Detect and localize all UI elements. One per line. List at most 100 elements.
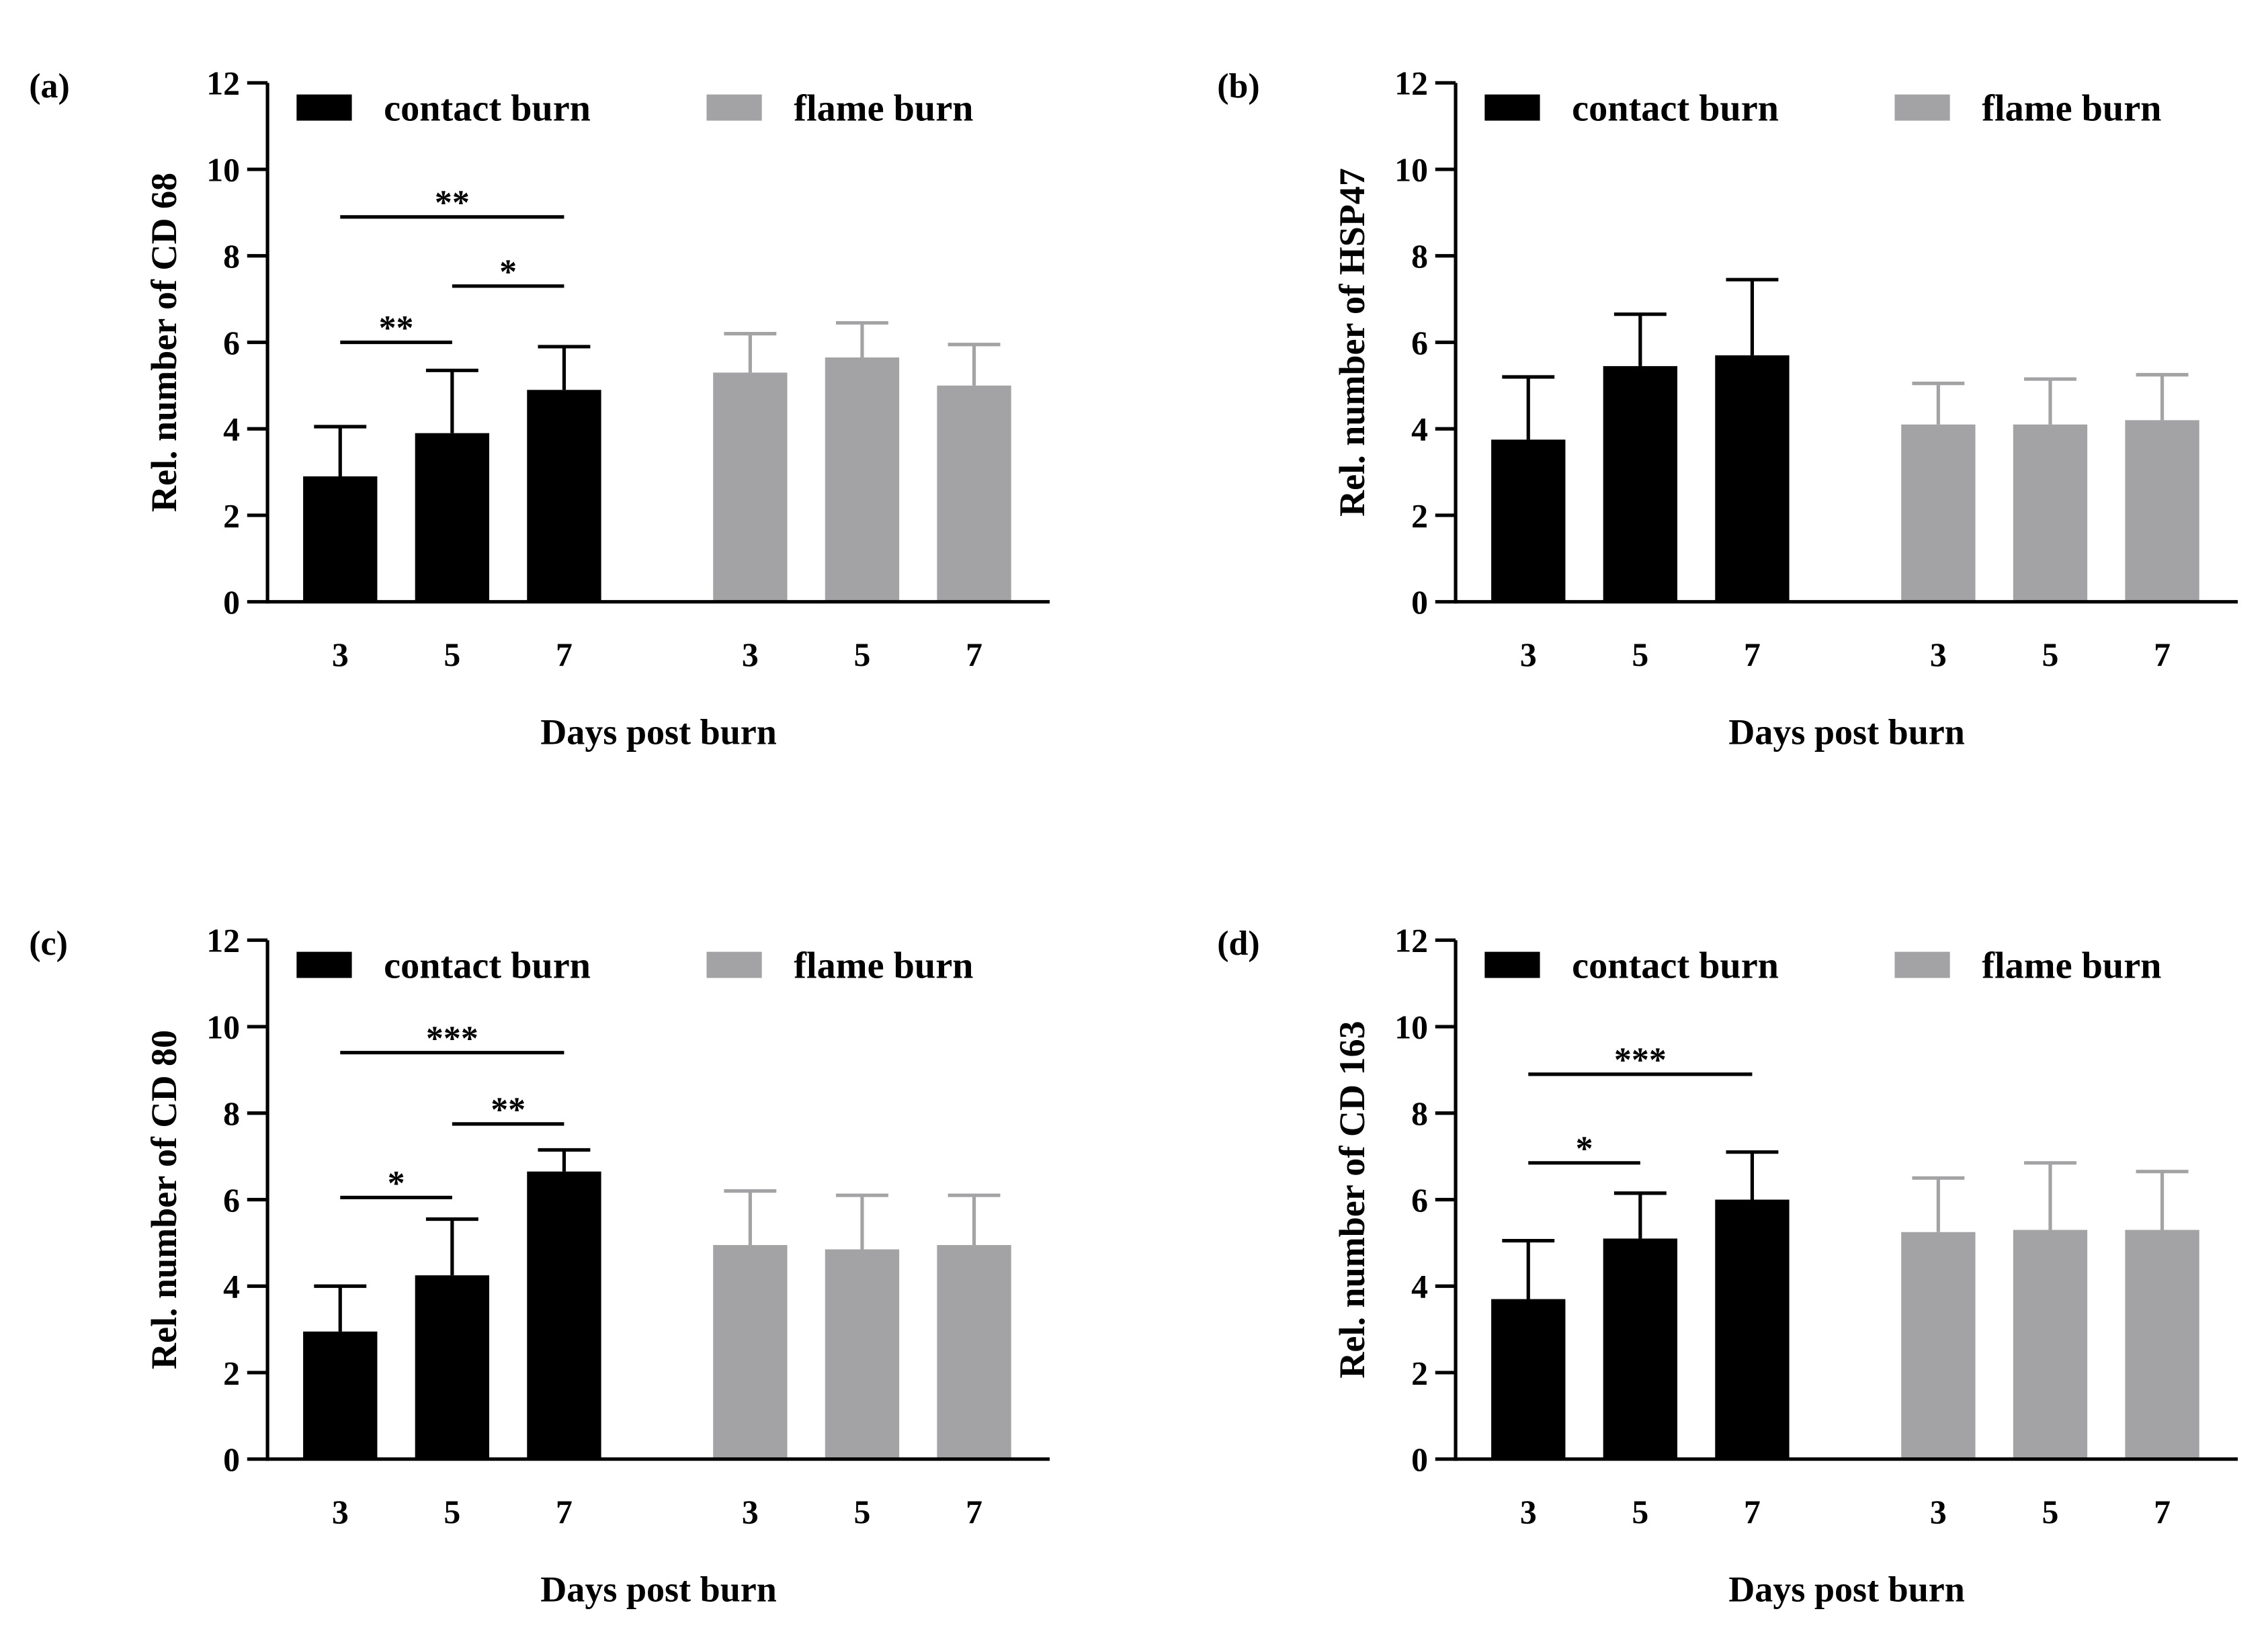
- significance-label: ***: [426, 1019, 478, 1058]
- chart-panel-c: (c) Rel. number of CD 80 Days post burn 0 2 4…: [29, 922, 1050, 1610]
- y-tick-label: 0: [1411, 1441, 1428, 1478]
- x-tick-label: 3: [332, 636, 349, 673]
- x-tick-label: 3: [332, 1494, 349, 1531]
- x-axis-label: Days post burn: [1728, 712, 1965, 752]
- x-tick-label: 3: [742, 636, 759, 673]
- bar-flame-day-7: [2125, 1230, 2199, 1459]
- y-tick-label: 4: [223, 411, 240, 448]
- x-tick-label: 3: [742, 1494, 759, 1531]
- bar-contact-day-7: [1715, 1199, 1790, 1459]
- significance-label: *: [1576, 1129, 1593, 1168]
- y-tick-label: 8: [223, 238, 240, 275]
- bar-contact-day-5: [415, 433, 490, 602]
- panel-label: (a): [29, 67, 70, 105]
- bar-flame-day-3: [1901, 424, 1976, 602]
- significance-label: ***: [1614, 1041, 1667, 1080]
- x-tick-label: 7: [2154, 636, 2171, 673]
- y-tick-label: 8: [223, 1095, 240, 1132]
- bar-contact-day-3: [1491, 439, 1566, 602]
- legend-swatch-contact: [296, 951, 352, 978]
- x-tick-label: 7: [556, 1494, 573, 1531]
- x-tick-label: 7: [556, 636, 573, 673]
- x-tick-label: 7: [1744, 636, 1761, 673]
- x-axis-label: Days post burn: [1728, 1570, 1965, 1610]
- legend-swatch-contact: [1484, 951, 1540, 978]
- chart-panel-a: (a) Rel. number of CD 68 Days post burn 0 2 4…: [29, 65, 1050, 752]
- x-tick-label: 5: [2042, 1494, 2059, 1531]
- x-tick-label: 7: [966, 636, 982, 673]
- y-axis-label: Rel. number of CD 80: [144, 1030, 184, 1369]
- y-tick-label: 0: [1411, 584, 1428, 621]
- bar-flame-day-5: [825, 1249, 900, 1459]
- y-tick-label: 12: [206, 922, 240, 959]
- y-tick-label: 12: [1394, 65, 1428, 102]
- bar-flame-day-5: [2013, 424, 2088, 602]
- bar-contact-day-7: [527, 390, 601, 602]
- legend-label-contact: contact burn: [1572, 945, 1779, 987]
- bar-flame-day-5: [2013, 1230, 2088, 1459]
- bar-contact-day-5: [1603, 1238, 1678, 1459]
- y-axis-label: Rel. number of CD 163: [1332, 1021, 1372, 1378]
- chart-panel-d: (d) Rel. number of CD 163 Days post burn 0 2…: [1217, 922, 2238, 1610]
- bar-contact-day-3: [303, 476, 378, 602]
- y-tick-label: 6: [1411, 325, 1428, 361]
- bar-flame-day-7: [937, 1245, 1011, 1459]
- legend-label-flame: flame burn: [794, 945, 973, 987]
- y-tick-label: 2: [1411, 497, 1428, 534]
- y-tick-label: 6: [223, 1182, 240, 1219]
- legend-label-contact: contact burn: [1572, 88, 1779, 130]
- x-tick-label: 7: [966, 1494, 982, 1531]
- y-tick-label: 12: [206, 65, 240, 102]
- y-tick-label: 10: [1394, 151, 1428, 188]
- panel-label: (b): [1217, 67, 1259, 105]
- y-tick-label: 4: [1411, 411, 1428, 448]
- bar-flame-day-3: [713, 372, 788, 602]
- x-tick-label: 3: [1930, 1494, 1947, 1531]
- y-tick-label: 4: [223, 1268, 240, 1305]
- y-tick-label: 12: [1394, 922, 1428, 959]
- x-tick-label: 7: [1744, 1494, 1761, 1531]
- y-tick-label: 10: [206, 1008, 240, 1045]
- x-tick-label: 5: [854, 1494, 871, 1531]
- x-tick-label: 3: [1930, 636, 1947, 673]
- significance-label: **: [435, 184, 470, 222]
- bar-contact-day-7: [1715, 355, 1790, 602]
- legend-label-contact: contact burn: [384, 88, 591, 130]
- legend-label-contact: contact burn: [384, 945, 591, 987]
- bar-contact-day-5: [415, 1275, 490, 1459]
- y-tick-label: 8: [1411, 238, 1428, 275]
- y-tick-label: 6: [223, 325, 240, 361]
- x-tick-label: 5: [444, 636, 460, 673]
- x-axis-label: Days post burn: [540, 712, 777, 752]
- legend-swatch-flame: [706, 951, 762, 978]
- y-tick-label: 2: [1411, 1354, 1428, 1391]
- y-tick-label: 2: [223, 497, 240, 534]
- bar-flame-day-3: [1901, 1232, 1976, 1459]
- significance-label: *: [388, 1164, 405, 1203]
- y-tick-label: 10: [206, 151, 240, 188]
- y-tick-label: 6: [1411, 1182, 1428, 1219]
- panel-label: (c): [29, 924, 68, 963]
- bar-flame-day-3: [713, 1245, 788, 1459]
- legend-swatch-flame: [1894, 951, 1950, 978]
- x-tick-label: 5: [854, 636, 871, 673]
- x-axis-label: Days post burn: [540, 1570, 777, 1610]
- panel-label: (d): [1217, 924, 1259, 963]
- y-axis-label: Rel. number of CD 68: [144, 173, 184, 512]
- legend-swatch-contact: [1484, 94, 1540, 121]
- x-tick-label: 5: [1632, 636, 1648, 673]
- bar-contact-day-7: [527, 1171, 601, 1459]
- bar-flame-day-5: [825, 357, 900, 602]
- x-tick-label: 5: [2042, 636, 2059, 673]
- legend-swatch-contact: [296, 94, 352, 121]
- bar-flame-day-7: [937, 385, 1011, 602]
- x-tick-label: 5: [1632, 1494, 1648, 1531]
- legend-label-flame: flame burn: [1982, 945, 2161, 987]
- legend-label-flame: flame burn: [1982, 88, 2161, 130]
- legend-label-flame: flame burn: [794, 88, 973, 130]
- y-tick-label: 10: [1394, 1008, 1428, 1045]
- y-tick-label: 8: [1411, 1095, 1428, 1132]
- x-tick-label: 3: [1520, 636, 1537, 673]
- x-tick-label: 5: [444, 1494, 460, 1531]
